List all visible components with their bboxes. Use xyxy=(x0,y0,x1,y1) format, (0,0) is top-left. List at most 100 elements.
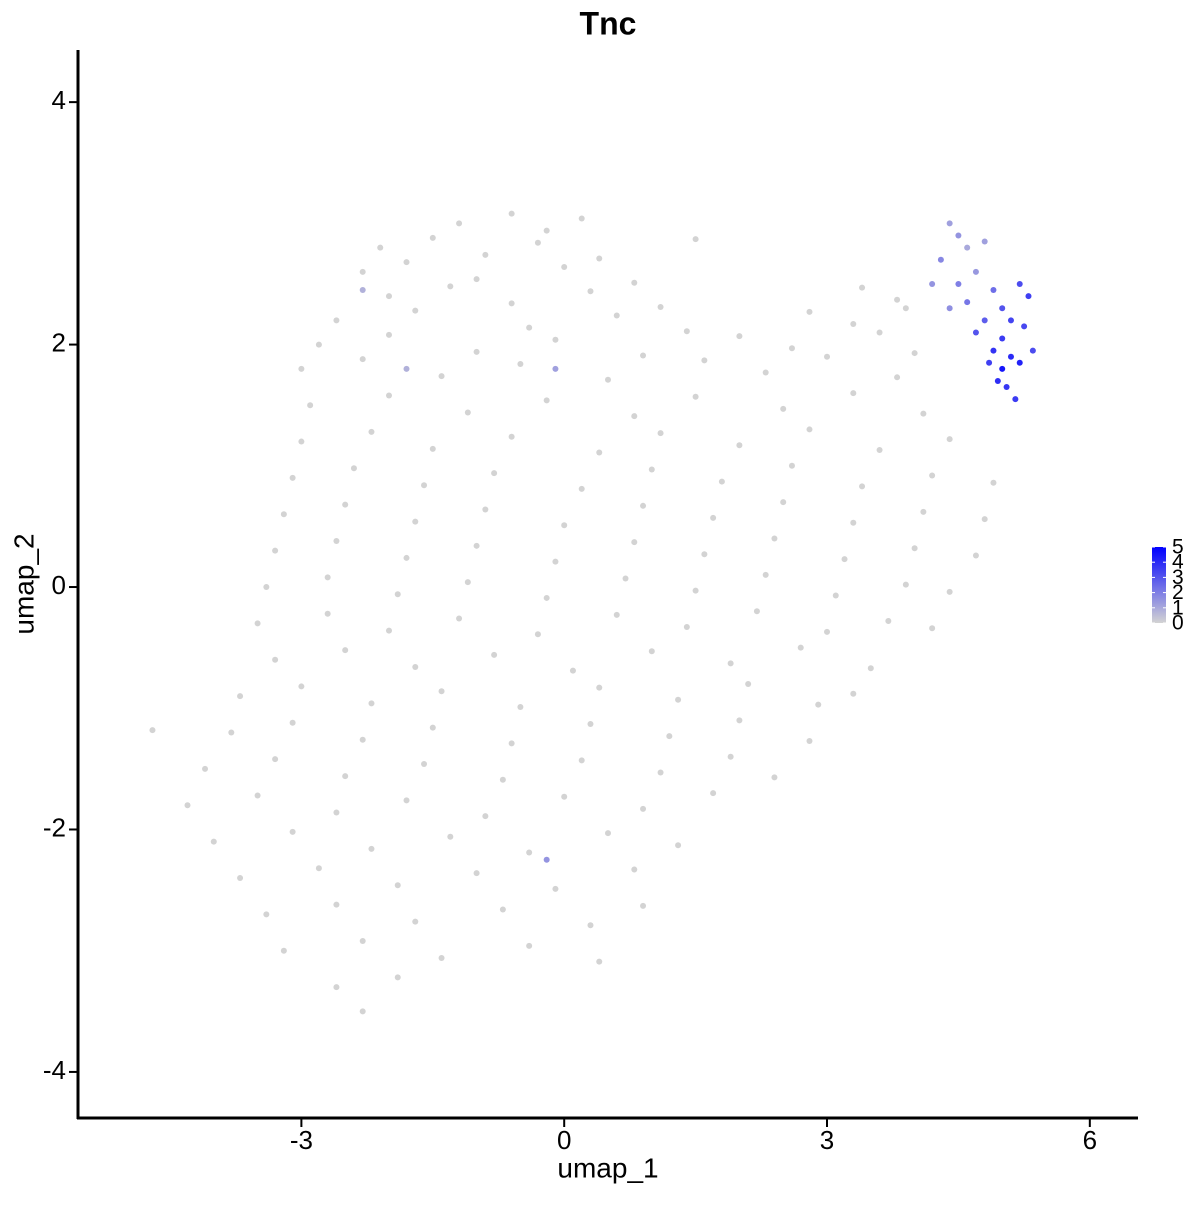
cell-point xyxy=(648,466,655,473)
cell-point xyxy=(412,918,419,925)
cell-point xyxy=(587,721,594,728)
cell-point xyxy=(578,215,585,222)
cell-point xyxy=(429,724,436,731)
cell-point xyxy=(824,628,831,635)
cell-point xyxy=(859,483,866,490)
cell-point xyxy=(263,911,270,918)
cell-point xyxy=(797,644,804,651)
cell-point xyxy=(631,279,638,286)
cell-point xyxy=(841,556,848,563)
cell-point xyxy=(385,293,392,300)
cell-point xyxy=(946,305,953,312)
chart-title: Tnc xyxy=(580,5,637,41)
cell-point xyxy=(692,393,699,400)
cell-point xyxy=(1029,347,1036,354)
cell-point xyxy=(543,397,550,404)
y-axis-label: umap_2 xyxy=(8,533,39,634)
cell-point xyxy=(788,345,795,352)
cell-point xyxy=(438,373,445,380)
cell-point xyxy=(508,433,515,440)
cell-point xyxy=(359,356,366,363)
cell-point xyxy=(929,625,936,632)
cell-point xyxy=(429,234,436,241)
cell-point xyxy=(499,906,506,913)
cell-point xyxy=(421,761,428,768)
cell-point xyxy=(228,729,235,736)
cell-point xyxy=(587,922,594,929)
cell-point xyxy=(631,539,638,546)
cell-point xyxy=(631,413,638,420)
cell-point xyxy=(307,402,314,409)
cell-point xyxy=(202,765,209,772)
cell-point xyxy=(482,506,489,513)
cell-point xyxy=(552,885,559,892)
cell-point xyxy=(412,664,419,671)
cell-point xyxy=(368,428,375,435)
cell-point xyxy=(902,581,909,588)
cell-point xyxy=(394,882,401,889)
cell-point xyxy=(1003,384,1010,391)
cell-point xyxy=(762,369,769,376)
colorbar-tick-label: 2 xyxy=(1172,581,1184,604)
cell-point xyxy=(333,901,340,908)
cell-point xyxy=(771,774,778,781)
cell-point xyxy=(333,537,340,544)
colorbar xyxy=(1152,547,1166,623)
colorbar-tick-label: 0 xyxy=(1172,612,1184,635)
cell-point xyxy=(315,341,322,348)
cell-point xyxy=(350,465,357,472)
cell-point xyxy=(210,838,217,845)
cell-point xyxy=(473,542,480,549)
cell-point xyxy=(675,842,682,849)
cell-point xyxy=(508,300,515,307)
cell-point xyxy=(850,690,857,697)
cell-point xyxy=(561,263,568,270)
cell-point xyxy=(359,287,366,294)
cell-point xyxy=(324,574,331,581)
cell-point xyxy=(237,693,244,700)
cell-point xyxy=(640,352,647,359)
cell-point xyxy=(727,753,734,760)
cell-point xyxy=(964,299,971,306)
cell-point xyxy=(368,845,375,852)
cell-point xyxy=(464,579,471,586)
cell-point xyxy=(543,227,550,234)
cell-point xyxy=(298,438,305,445)
cell-point xyxy=(867,665,874,672)
cell-point xyxy=(447,283,454,290)
cell-point xyxy=(701,551,708,558)
colorbar-tick-label: 1 xyxy=(1172,596,1184,619)
colorbar-tick-label: 5 xyxy=(1172,536,1184,559)
cell-point xyxy=(526,849,533,856)
cell-point xyxy=(491,470,498,477)
cell-point xyxy=(385,392,392,399)
cell-point xyxy=(578,485,585,492)
cell-point xyxy=(272,656,279,663)
cell-point xyxy=(298,365,305,372)
cell-point xyxy=(994,377,1001,384)
cell-point xyxy=(333,317,340,324)
cell-point xyxy=(657,430,664,437)
cell-point xyxy=(894,296,901,303)
cell-point xyxy=(806,426,813,433)
cell-point xyxy=(499,776,506,783)
cell-point xyxy=(859,284,866,291)
cell-point xyxy=(1007,317,1014,324)
cell-point xyxy=(946,220,953,227)
cell-point xyxy=(1016,359,1023,366)
cell-point xyxy=(692,587,699,594)
cell-point xyxy=(955,280,962,287)
cell-point xyxy=(806,308,813,315)
cell-point xyxy=(508,210,515,217)
cell-point xyxy=(710,514,717,521)
cell-point xyxy=(359,736,366,743)
cell-point xyxy=(920,508,927,515)
cell-point xyxy=(990,287,997,294)
cell-point xyxy=(657,303,664,310)
cell-point xyxy=(456,220,463,227)
cell-point xyxy=(359,938,366,945)
cell-point xyxy=(324,610,331,617)
cell-point xyxy=(605,830,611,837)
cell-point xyxy=(894,374,901,381)
